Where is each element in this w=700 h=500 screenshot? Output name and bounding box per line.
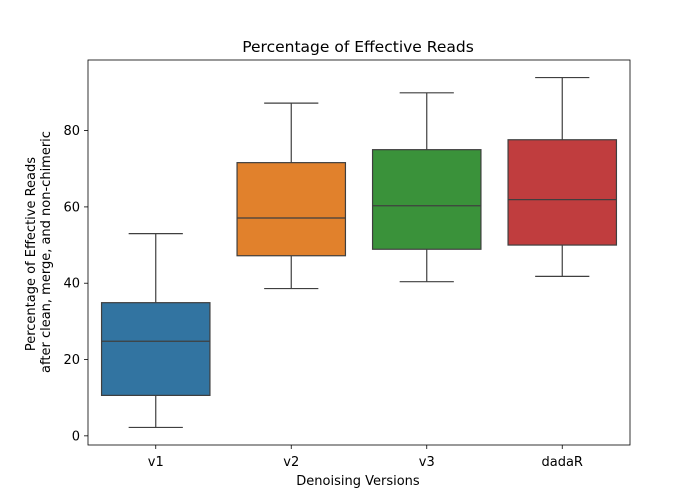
plot-area: [100, 76, 618, 429]
x-tick-label: v2: [283, 455, 299, 470]
y-axis-label: Percentage of Effective Reads after clea…: [24, 131, 54, 373]
box-group-v1: [100, 233, 211, 429]
box-group-v3: [371, 92, 482, 283]
y-tick-label: 40: [63, 277, 80, 292]
y-tick-label: 60: [63, 200, 80, 215]
y-tick-label: 80: [63, 124, 80, 139]
y-axis-label-line-2: after clean, merge, and non-chimeric: [39, 131, 54, 373]
y-tick-label: 0: [72, 429, 80, 444]
x-tick-label: v3: [419, 455, 435, 470]
box-v1: [100, 302, 211, 396]
box-v2: [236, 162, 347, 257]
box-dadaR: [507, 139, 618, 246]
x-axis-label: Denoising Versions: [296, 474, 420, 489]
y-axis: 0 20 40 60 80: [63, 124, 88, 444]
box-v3: [371, 149, 482, 250]
x-tick-label: dadaR: [542, 455, 583, 470]
y-axis-label-line-1: Percentage of Effective Reads: [24, 157, 39, 351]
axes-frame: [87, 59, 631, 446]
box-group-v2: [236, 102, 347, 290]
chart-title: Percentage of Effective Reads: [242, 38, 474, 56]
box-group-dadaR: [507, 76, 618, 277]
x-tick-label: v1: [148, 455, 164, 470]
x-axis: v1 v2 v3 dadaR: [148, 445, 583, 470]
y-tick-label: 20: [63, 353, 80, 368]
